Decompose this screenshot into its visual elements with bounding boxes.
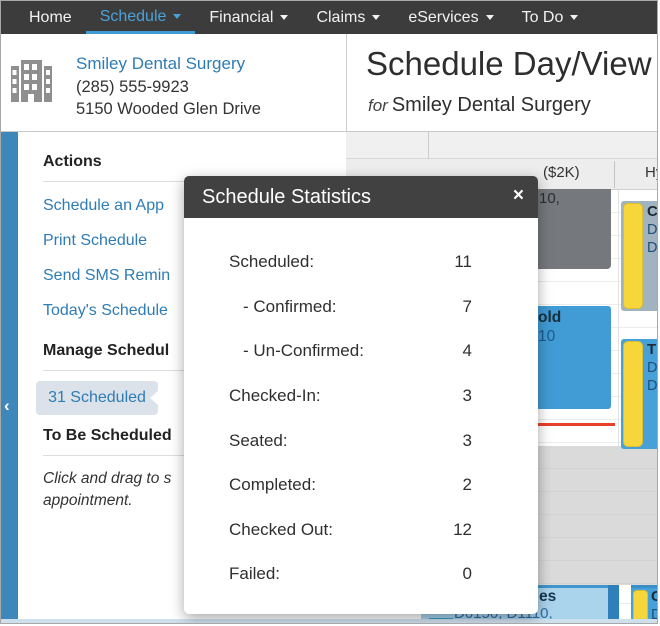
stat-label: Failed: [229, 564, 281, 584]
practice-phone: (285) 555-9923 [76, 78, 189, 96]
nav-label: Home [29, 8, 72, 26]
nav-label: Claims [316, 8, 366, 26]
nav-item-eservices[interactable]: eServices [394, 1, 507, 34]
appointment-code: D [647, 240, 658, 256]
appointment-block-right-1[interactable]: C D D [621, 201, 658, 311]
stat-label: Checked Out: [229, 519, 333, 539]
sidebar-link-send-sms[interactable]: Send SMS Remin [43, 267, 171, 284]
stat-value: 7 [462, 296, 472, 316]
scheduled-count-button[interactable]: 31 Scheduled [36, 381, 159, 415]
stat-value: 3 [462, 386, 472, 406]
header-divider [346, 34, 347, 132]
stat-row-failed: Failed: 0 [184, 552, 538, 597]
practice-address: 5150 Wooded Glen Drive [76, 100, 261, 118]
appointment-detail: 10 [538, 328, 556, 345]
subtitle-practice-name: Smiley Dental Surgery [391, 94, 591, 116]
nav-item-schedule[interactable]: Schedule [85, 1, 196, 34]
stat-label: Scheduled: [229, 252, 315, 272]
chevron-down-icon [372, 15, 381, 20]
column-header-operatory: ($2K) [543, 164, 580, 181]
nav-label: To Do [521, 8, 564, 26]
stat-label: - Confirmed: [243, 296, 337, 316]
stat-value: 0 [462, 564, 472, 584]
stat-value: 4 [462, 341, 472, 361]
nav-label: Financial [209, 8, 274, 26]
nav-label: Schedule [99, 7, 167, 25]
drag-hint-text: Click and drag to s appointment. [43, 468, 346, 512]
appointment-patient-name: T [647, 341, 657, 358]
nav-item-claims[interactable]: Claims [302, 1, 394, 34]
appointment-block-right-2[interactable]: T D D [621, 339, 658, 449]
appointment-patient-name: C [647, 203, 658, 220]
scheduled-count-label: 31 Scheduled [48, 389, 146, 406]
appointment-edge-strip [608, 585, 619, 623]
practice-info: Smiley Dental Surgery (285) 555-9923 515… [76, 51, 261, 120]
column-divider [428, 132, 429, 159]
stat-label: Completed: [229, 475, 316, 495]
stat-row-confirmed: - Confirmed: 7 [184, 285, 538, 330]
appointment-code: D [651, 606, 657, 623]
nav-item-todo[interactable]: To Do [508, 1, 593, 34]
stat-value: 12 [453, 519, 472, 539]
appointment-code: D [647, 222, 658, 238]
page-header: Smiley Dental Surgery (285) 555-9923 515… [1, 34, 657, 132]
chevron-down-icon [570, 15, 579, 20]
bottom-scroll-band[interactable] [1, 619, 657, 623]
appointment-block-bottom-right[interactable]: C D [631, 585, 657, 623]
appointment-patient-name: C [651, 588, 657, 606]
building-icon [11, 58, 53, 111]
modal-body: Scheduled: 11 - Confirmed: 7 - Un-Confirme… [184, 218, 538, 597]
nav-item-financial[interactable]: Financial [195, 1, 302, 34]
close-icon[interactable]: × [512, 185, 524, 206]
column-header-hygiene: Hy [645, 164, 657, 181]
appointment-code: D [647, 360, 658, 376]
chevron-left-icon: ‹ [4, 396, 10, 415]
sidebar-header-manage: Manage Schedul [43, 342, 170, 359]
chevron-down-icon [485, 15, 494, 20]
hint-line-1: Click and drag to s [43, 470, 172, 487]
column-gridline [618, 190, 619, 585]
stat-row-unconfirmed: - Un-Confirmed: 4 [184, 329, 538, 374]
appointment-patient-name: old [538, 309, 562, 326]
chevron-down-icon [280, 15, 289, 20]
nav-item-home[interactable]: Home [15, 1, 86, 34]
schedule-statistics-modal: Schedule Statistics × Scheduled: 11 - Con… [184, 176, 538, 614]
stat-row-scheduled: Scheduled: 11 [184, 240, 538, 285]
sidebar-header-to-be-scheduled: To Be Scheduled [43, 427, 172, 444]
page-subtitle: for Smiley Dental Surgery [368, 92, 591, 119]
practice-name-link[interactable]: Smiley Dental Surgery [76, 54, 246, 73]
hint-line-2: appointment. [43, 492, 133, 509]
nav-label: eServices [408, 8, 479, 26]
chevron-down-icon [173, 13, 182, 19]
stat-label: Seated: [229, 430, 288, 450]
top-navbar: Home Schedule Financial Claims eServices… [1, 1, 657, 34]
sidebar-link-print-schedule[interactable]: Print Schedule [43, 232, 148, 249]
appointment-patient-name: es [539, 588, 557, 605]
appointment-code: D [647, 378, 658, 394]
sidebar-header-actions: Actions [43, 153, 102, 170]
stat-row-seated: Seated: 3 [184, 418, 538, 463]
stat-value: 2 [462, 475, 472, 495]
modal-title: Schedule Statistics [202, 186, 371, 208]
stat-value: 11 [454, 252, 472, 272]
column-divider [614, 161, 615, 188]
stat-label: - Un-Confirmed: [243, 341, 364, 361]
sidebar-collapse-strip[interactable]: ‹ [1, 132, 18, 623]
stat-label: Checked-In: [229, 386, 321, 406]
stat-value: 3 [462, 430, 472, 450]
stat-row-checked-in: Checked-In: 3 [184, 374, 538, 419]
appointment-status-strip [623, 341, 643, 447]
schedule-top-band [346, 132, 657, 159]
appointment-text: 10, [539, 190, 560, 207]
stat-row-completed: Completed: 2 [184, 463, 538, 508]
stat-row-checked-out: Checked Out: 12 [184, 508, 538, 553]
sidebar-link-todays-schedule[interactable]: Today's Schedule [43, 302, 168, 319]
modal-header[interactable]: Schedule Statistics × [184, 176, 538, 218]
appointment-status-strip [623, 203, 643, 309]
subtitle-prefix: for [368, 96, 388, 115]
sidebar-link-schedule-appointment[interactable]: Schedule an App [43, 197, 164, 214]
page-title: Schedule Day/View [366, 45, 652, 82]
